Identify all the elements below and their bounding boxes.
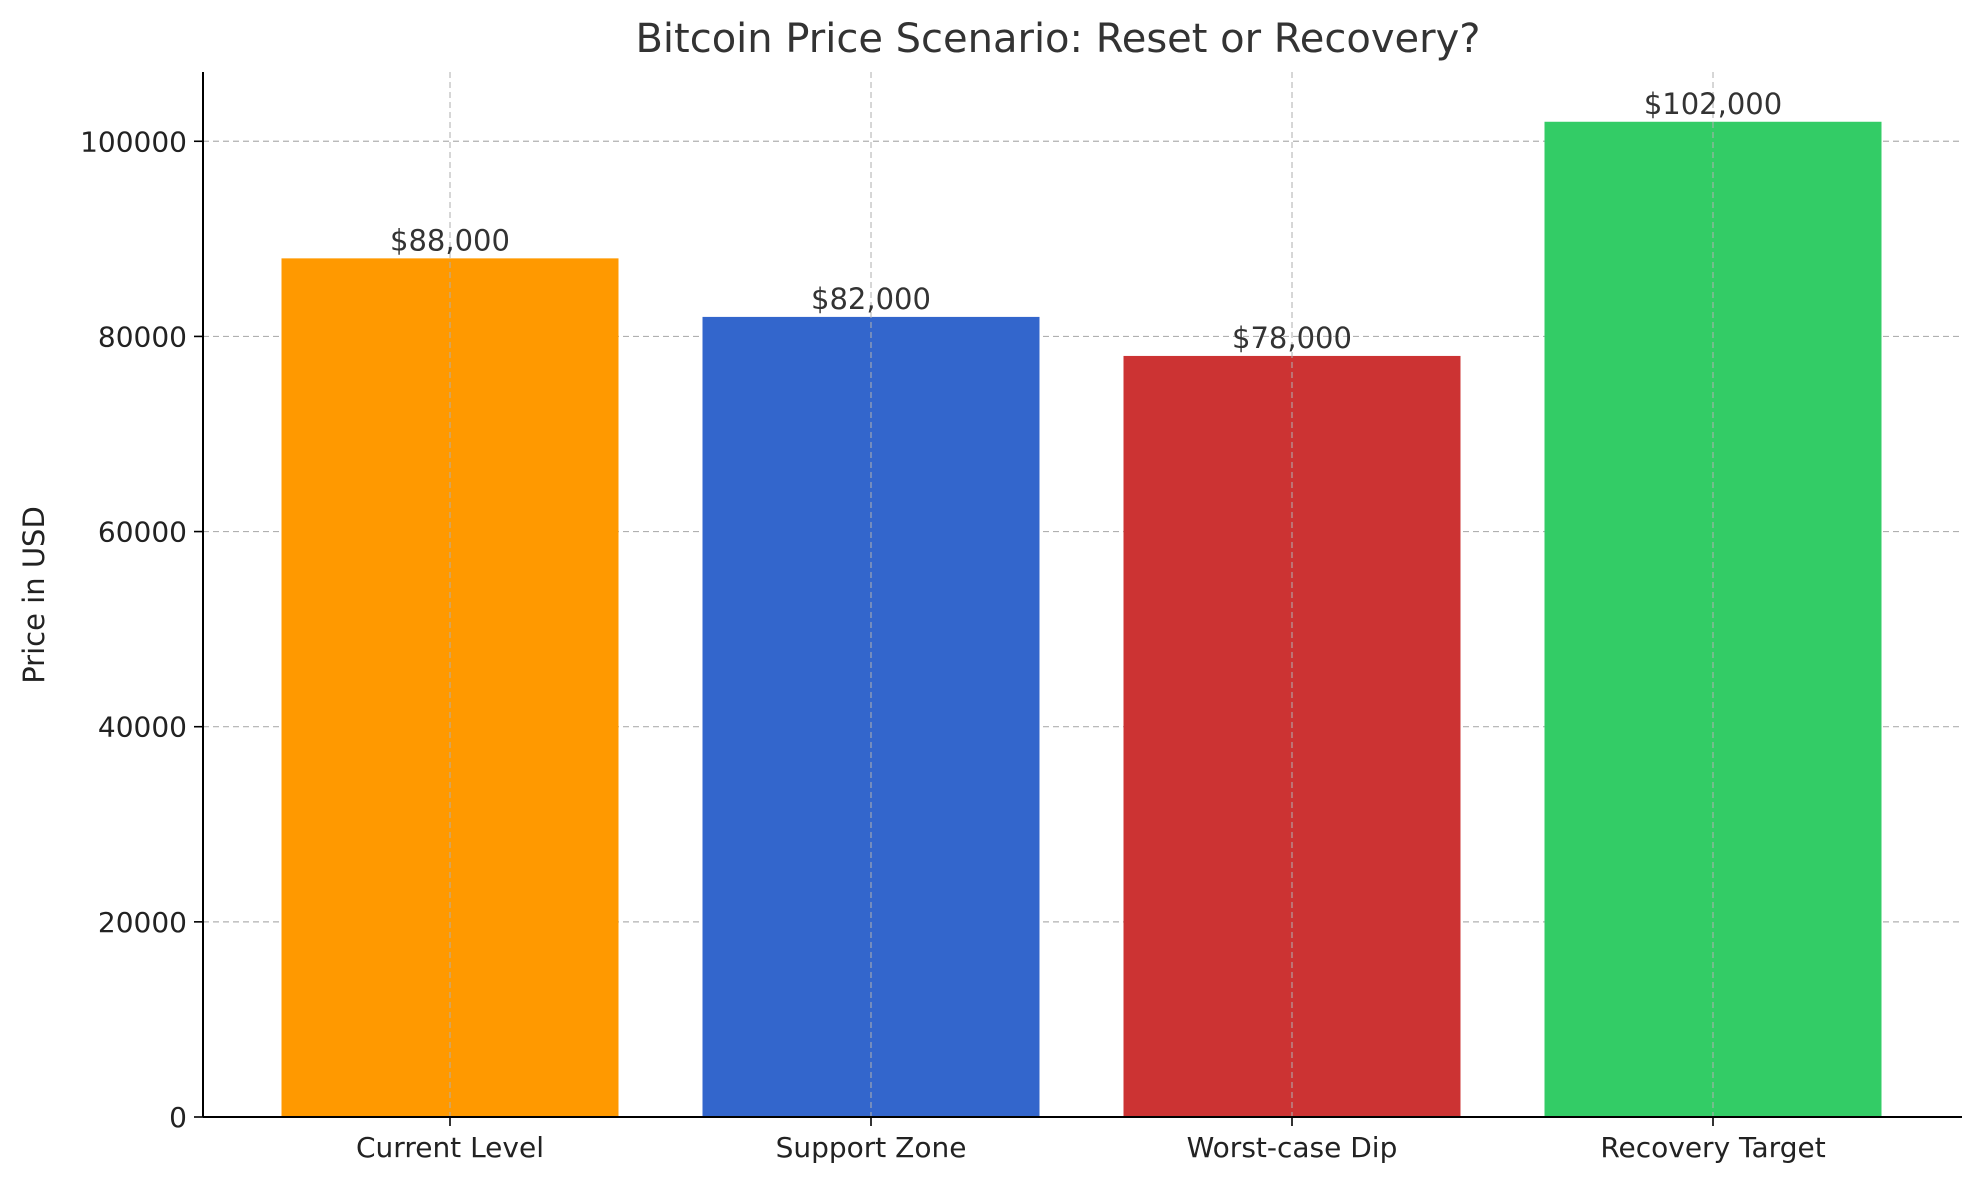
y-tick-label: 80000 (98, 320, 187, 353)
x-tick-label: Recovery Target (1600, 1131, 1825, 1164)
bar-value-label: $102,000 (1644, 87, 1782, 121)
y-tick-label: 100000 (80, 125, 187, 158)
chart-title: Bitcoin Price Scenario: Reset or Recover… (635, 16, 1480, 62)
y-tick-label: 0 (169, 1101, 187, 1134)
y-tick-label: 60000 (98, 516, 187, 549)
y-tick-label: 20000 (98, 906, 187, 939)
bar-value-label: $78,000 (1232, 321, 1352, 355)
x-tick-label: Worst-case Dip (1187, 1131, 1398, 1164)
axes-layer (194, 72, 1962, 1126)
bar-value-label: $88,000 (390, 223, 510, 257)
x-tick-label: Support Zone (776, 1131, 967, 1164)
labels-layer: 0 20000 40000 60000 80000 100000 Current Level… (80, 87, 1826, 1164)
x-tick-label: Current Level (356, 1131, 544, 1164)
y-axis-label: Price in USD (17, 506, 51, 684)
grid-overlay-layer (449, 72, 1714, 1117)
bar-value-label: $82,000 (811, 282, 931, 316)
y-tick-label: 40000 (98, 711, 187, 744)
bars-layer (281, 121, 1882, 1118)
